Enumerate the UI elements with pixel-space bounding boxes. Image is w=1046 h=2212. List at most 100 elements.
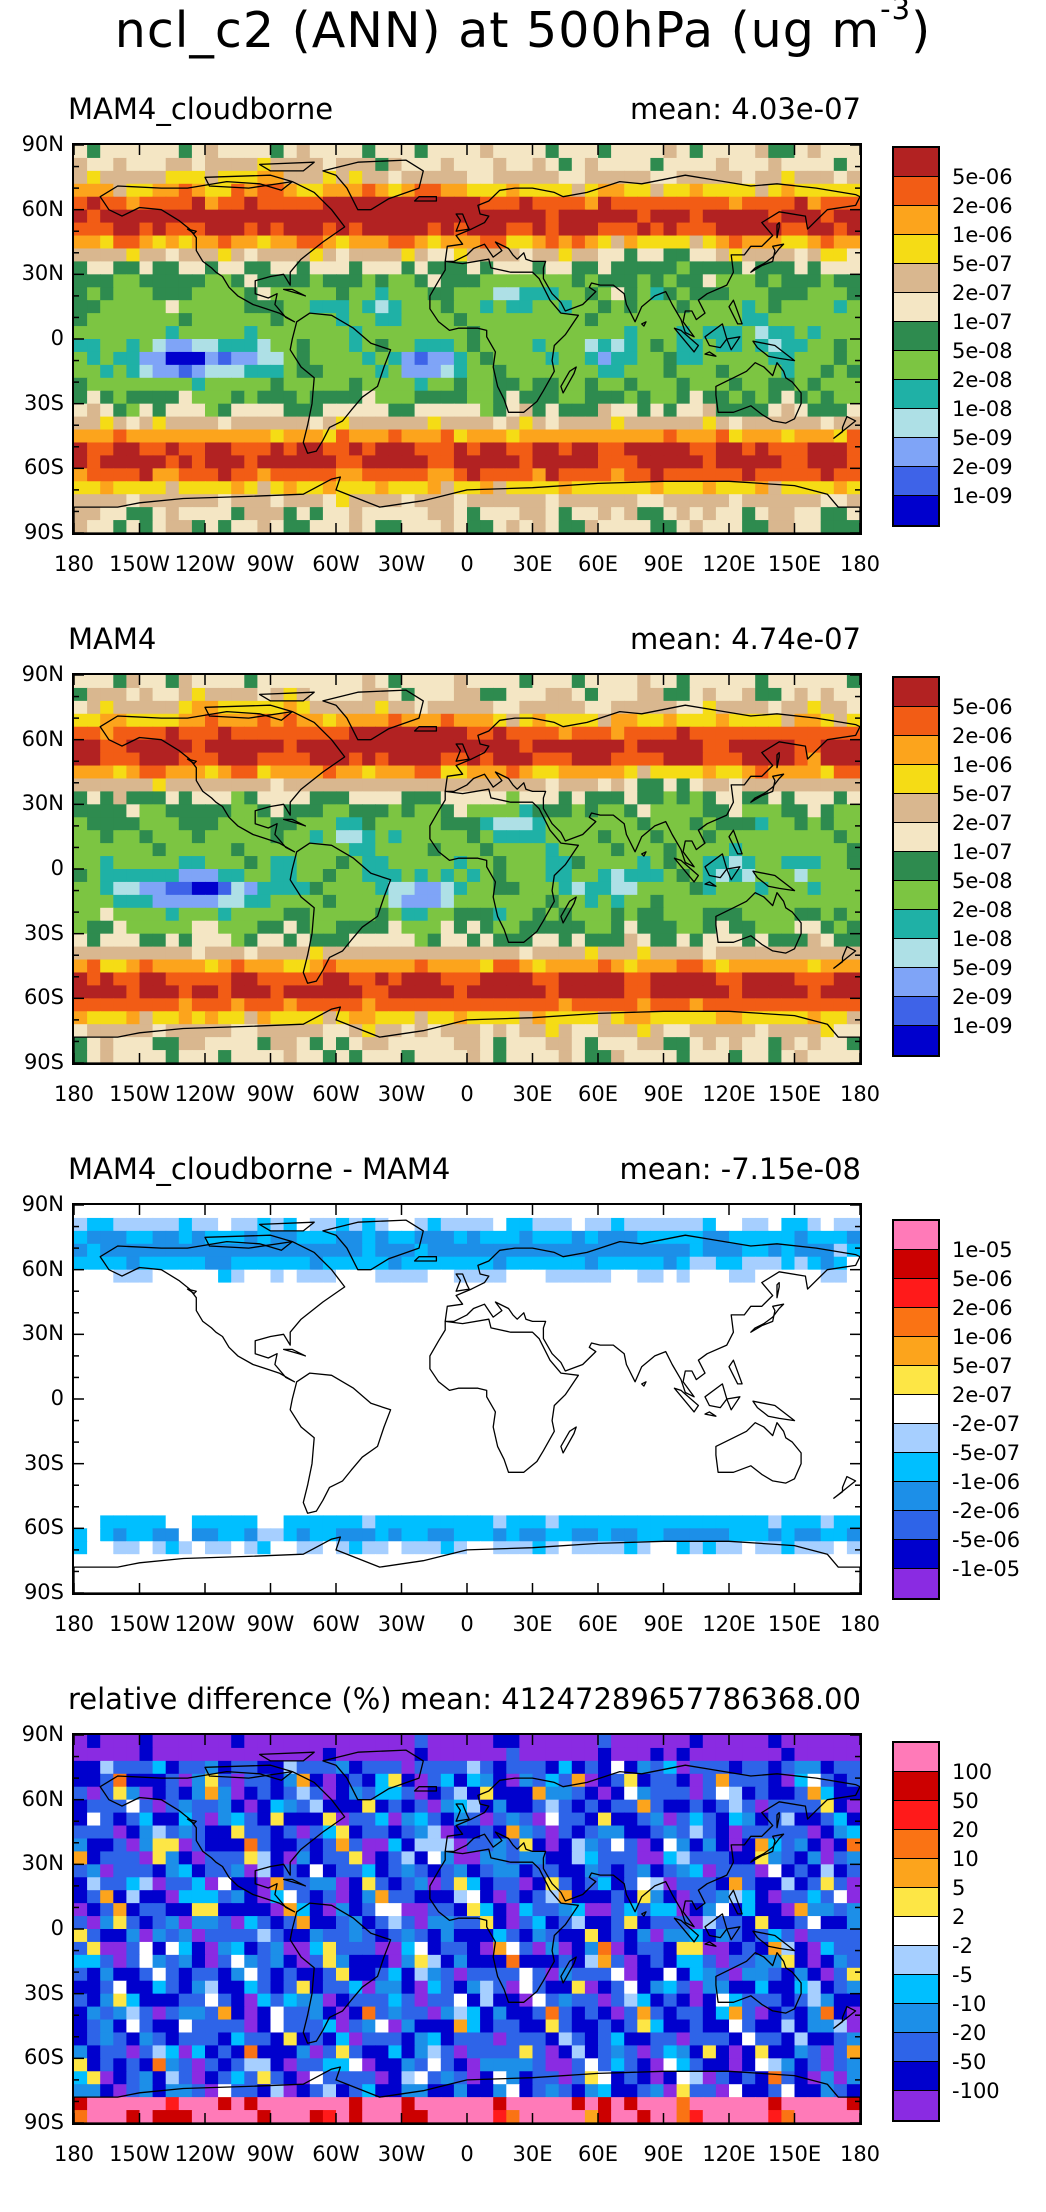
map-cell: [690, 688, 704, 702]
map-cell: [624, 921, 638, 935]
map-cell: [742, 365, 756, 379]
map-cell: [742, 300, 756, 314]
map-cell: [519, 1218, 533, 1232]
map-cell: [166, 1011, 180, 1025]
map-cell: [323, 520, 337, 533]
map-cell: [598, 947, 612, 961]
map-cell: [74, 1399, 88, 1413]
map-cell: [74, 442, 88, 456]
map-cell: [310, 417, 324, 431]
map-cell: [349, 158, 363, 172]
map-cell: [650, 1425, 664, 1439]
map-cell: [808, 378, 822, 392]
map-cell: [585, 520, 599, 533]
map-cell: [323, 391, 337, 405]
map-cell: [572, 455, 586, 469]
map-cell: [559, 740, 573, 754]
map-cell: [362, 753, 376, 767]
map-cell: [100, 287, 114, 301]
map-cell: [257, 1321, 271, 1335]
map-cell: [231, 468, 245, 482]
map-cell: [546, 313, 560, 327]
map-cell: [349, 236, 363, 250]
map-cell: [533, 171, 547, 185]
map-cell: [192, 1037, 206, 1051]
map-cell: [454, 1218, 468, 1232]
map-cell: [323, 817, 337, 831]
map-cell: [100, 365, 114, 379]
map-cell: [768, 1244, 782, 1258]
map-cell: [650, 1205, 664, 1219]
legend-color-box: [894, 206, 938, 235]
map-cell: [113, 753, 127, 767]
map-cell: [847, 1024, 860, 1038]
map-cell: [768, 520, 782, 533]
map-cell: [415, 869, 429, 883]
map-cell: [742, 1257, 756, 1271]
map-cell: [140, 236, 154, 250]
map-cell: [362, 972, 376, 986]
map-cell: [585, 688, 599, 702]
map-cell: [140, 1205, 154, 1219]
map-cell: [297, 714, 311, 728]
map-cell: [297, 1308, 311, 1322]
map-cell: [598, 1412, 612, 1426]
map-cell: [650, 1321, 664, 1335]
map-cell: [742, 947, 756, 961]
map-cell: [729, 1244, 743, 1258]
map-cell: [375, 236, 389, 250]
map-cell: [454, 1347, 468, 1361]
map-cell: [781, 921, 795, 935]
map-cell: [533, 856, 547, 870]
map-cell: [388, 908, 402, 922]
map-cell: [231, 714, 245, 728]
map-cell: [650, 1373, 664, 1387]
map-cell: [231, 688, 245, 702]
map-cell: [768, 908, 782, 922]
map-cell: [847, 688, 860, 702]
map-cell: [637, 391, 651, 405]
map-cell: [428, 1296, 442, 1310]
map-cell: [284, 417, 298, 431]
map-cell: [74, 378, 88, 392]
legend-color-box: [894, 881, 938, 910]
map-cell: [441, 972, 455, 986]
map-cell: [742, 675, 756, 689]
map-cell: [375, 210, 389, 224]
map-cell: [611, 843, 625, 857]
map-cell: [153, 391, 167, 405]
map-cell: [637, 778, 651, 792]
map-cell: [179, 1024, 193, 1038]
map-cell: [768, 856, 782, 870]
map-cell: [284, 675, 298, 689]
map-cell: [284, 404, 298, 418]
legend-label: 1e-09: [952, 484, 1013, 508]
map-cell: [179, 843, 193, 857]
map-cell: [349, 843, 363, 857]
map-cell: [336, 468, 350, 482]
map-cell: [218, 947, 232, 961]
map-cell: [768, 287, 782, 301]
map-cell: [821, 1321, 835, 1335]
map-cell: [821, 352, 835, 366]
legend-color-box: [894, 496, 938, 525]
map-cell: [795, 468, 809, 482]
map-cell: [166, 830, 180, 844]
map-cell: [402, 1231, 416, 1245]
map-cell: [271, 947, 285, 961]
map-cell: [585, 895, 599, 909]
map-cell: [271, 985, 285, 999]
map-cell: [179, 791, 193, 805]
map-cell: [375, 158, 389, 172]
map-cell: [362, 843, 376, 857]
map-cell: [637, 985, 651, 999]
map-cell: [244, 1308, 258, 1322]
map-cell: [664, 339, 678, 353]
map-cell: [388, 1308, 402, 1322]
map-cell: [257, 145, 271, 159]
map-cell: [493, 701, 507, 715]
map-cell: [257, 985, 271, 999]
map-cell: [153, 1011, 167, 1025]
map-cell: [402, 1037, 416, 1051]
map-cell: [179, 1334, 193, 1348]
